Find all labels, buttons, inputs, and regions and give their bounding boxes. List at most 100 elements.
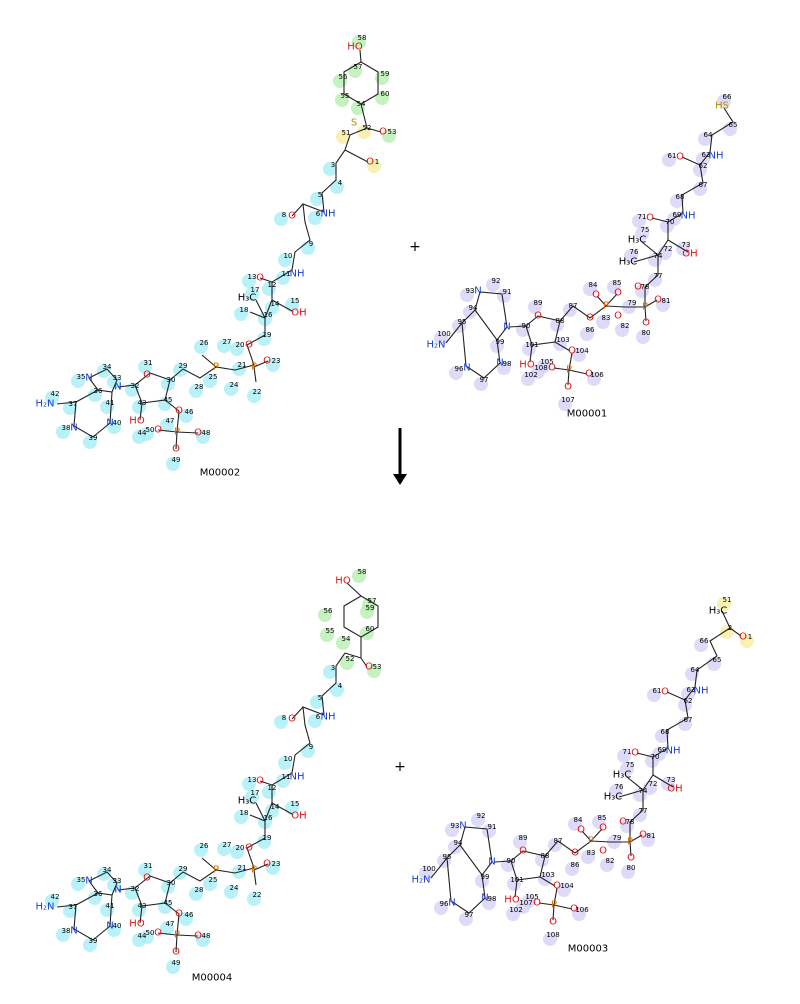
atom-highlight — [217, 339, 231, 353]
atom-number: 90 — [522, 322, 531, 330]
atom-highlight — [247, 389, 261, 403]
atom-number: 55 — [326, 627, 335, 635]
atom-symbol: O — [379, 127, 387, 138]
atom-number: 18 — [240, 306, 249, 314]
atom-symbol: O — [585, 369, 593, 380]
atom-highlight — [83, 435, 97, 449]
bond — [539, 876, 556, 887]
molecule-id: M00004 — [192, 973, 232, 984]
atom-highlight — [83, 938, 97, 952]
atom-number: 83 — [587, 849, 596, 857]
atom-highlight — [636, 330, 650, 344]
atom-symbol: HO — [347, 42, 363, 53]
atom-highlight — [56, 425, 70, 439]
bond — [253, 360, 269, 368]
atom-highlight — [56, 928, 70, 942]
atom-number: 97 — [465, 911, 474, 919]
bond — [652, 774, 674, 788]
bond — [493, 860, 512, 863]
atom-highlight — [620, 762, 634, 776]
atom-number: 26 — [200, 339, 209, 347]
atom-highlight — [140, 427, 154, 441]
atom-highlight — [717, 94, 731, 108]
bond — [253, 869, 257, 886]
atom-symbol: OH — [291, 308, 306, 319]
atom-number: 59 — [366, 604, 375, 612]
atom-highlight — [550, 318, 564, 332]
bond — [271, 299, 293, 312]
bond — [581, 830, 592, 842]
bond — [681, 156, 701, 166]
atom-highlight — [367, 664, 381, 678]
bond — [176, 934, 199, 937]
atom-highlight — [336, 636, 350, 650]
atom-highlight — [522, 894, 536, 908]
atom-number: 76 — [630, 248, 639, 256]
atom-number: 28 — [195, 383, 204, 391]
atom-number: 61 — [668, 152, 677, 160]
atom-highlight — [194, 843, 208, 857]
atom-symbol: N — [70, 423, 77, 434]
atom-number: 22 — [253, 388, 262, 396]
atom-symbol: H₃C — [613, 770, 632, 781]
atom-number: 81 — [662, 297, 671, 305]
bond — [88, 368, 118, 393]
atom-number: 86 — [571, 861, 580, 869]
atom-number: 87 — [554, 837, 563, 845]
atom-highlight — [693, 163, 707, 177]
atom-highlight — [375, 91, 389, 105]
atom-highlight — [475, 874, 489, 888]
atom-number: 49 — [172, 959, 181, 967]
atom-number: 2 — [728, 624, 732, 632]
atom-number: 47 — [166, 920, 175, 928]
atom-symbol: O — [288, 714, 296, 725]
atom-highlight — [276, 271, 290, 285]
atom-number: 8 — [282, 211, 286, 219]
atom-symbol: OH — [667, 784, 682, 795]
atom-highlight — [528, 300, 542, 314]
atom-number: 92 — [477, 812, 486, 820]
atom-number: 96 — [440, 900, 449, 908]
atom-symbol: O — [366, 157, 374, 168]
atom-highlight — [486, 278, 500, 292]
bond — [641, 241, 659, 256]
atom-highlight — [448, 840, 462, 854]
bond — [157, 932, 178, 936]
bond — [271, 802, 293, 815]
atom-highlight — [71, 877, 85, 891]
atom-highlight — [513, 835, 527, 849]
atom-number: 91 — [488, 823, 497, 831]
atom-number: 15 — [291, 297, 300, 305]
atom-number: 55 — [341, 92, 350, 100]
atom-highlight — [257, 332, 271, 346]
atom-number: 3 — [331, 664, 335, 672]
atom-highlight — [617, 749, 631, 763]
atom-symbol: P — [251, 362, 257, 373]
atom-highlight — [568, 817, 582, 831]
atom-highlight — [497, 361, 511, 375]
atom-highlight — [641, 833, 655, 847]
atom-highlight — [234, 810, 248, 824]
atom-highlight — [320, 628, 334, 642]
atom-symbol: O — [534, 311, 542, 322]
atom-number: 103 — [541, 871, 554, 879]
atom-highlight — [140, 930, 154, 944]
atom-number: 71 — [623, 748, 632, 756]
atom-number: 99 — [481, 873, 490, 881]
atom-highlight — [535, 853, 549, 867]
bond — [360, 103, 368, 129]
atom-symbol: O — [654, 295, 662, 306]
atom-number: 64 — [704, 131, 713, 139]
atom-number: 70 — [651, 753, 660, 761]
bond — [176, 913, 180, 936]
atom-symbol: N — [448, 898, 455, 909]
atom-symbol: O — [194, 931, 202, 942]
atom-highlight — [166, 457, 180, 471]
atom-highlight — [276, 774, 290, 788]
atom-highlight — [308, 211, 322, 225]
atom-symbol: O — [661, 687, 669, 698]
bond — [709, 107, 734, 153]
bond — [568, 352, 573, 371]
atom-highlight — [310, 192, 324, 206]
